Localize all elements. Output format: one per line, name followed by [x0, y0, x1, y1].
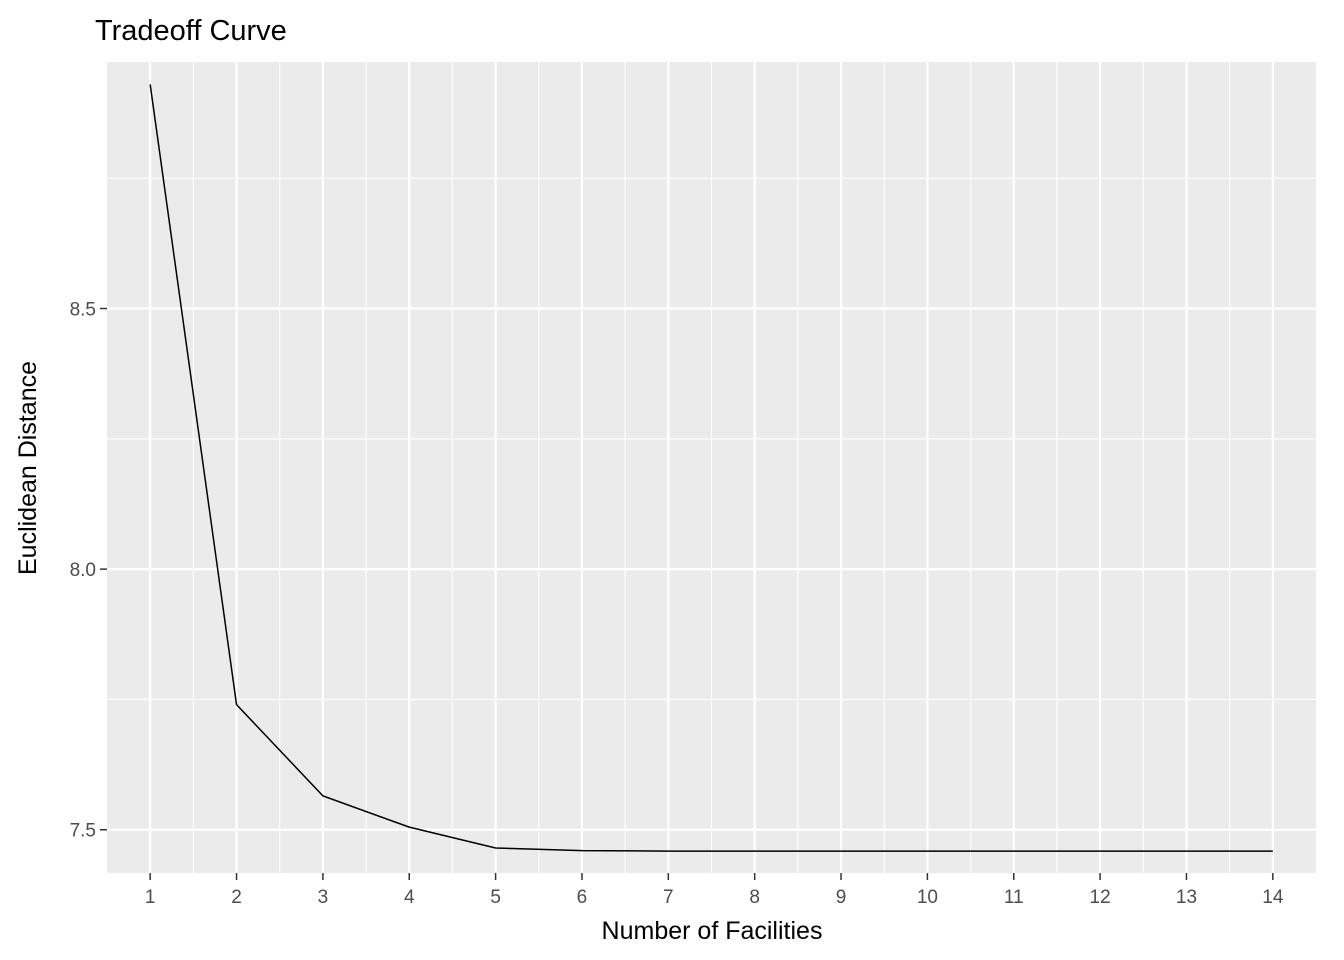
x-tick-label: 9 — [836, 887, 847, 908]
y-tick-label: 7.5 — [70, 821, 96, 842]
x-tick-label: 11 — [1004, 887, 1024, 908]
y-axis-title: Euclidean Distance — [14, 361, 42, 575]
x-tick-label: 6 — [577, 887, 588, 908]
x-tick-label: 5 — [490, 887, 501, 908]
x-tick-label: 1 — [145, 887, 156, 908]
x-tick-label: 12 — [1090, 887, 1111, 908]
x-tick-label: 13 — [1176, 887, 1197, 908]
major-gridlines — [107, 62, 1316, 873]
x-axis: 1 2 3 4 5 6 7 8 9 10 11 12 13 14 — [145, 873, 1284, 908]
minor-gridlines — [107, 62, 1316, 873]
x-tick-label: 10 — [917, 887, 938, 908]
y-axis: 7.5 8.0 8.5 — [70, 300, 107, 842]
x-tick-label: 2 — [231, 887, 242, 908]
series-layer — [149, 84, 1273, 852]
x-axis-title: Number of Facilities — [602, 917, 823, 945]
y-tick-label: 8.5 — [70, 300, 96, 321]
chart-title: Tradeoff Curve — [95, 15, 287, 47]
x-tick-label: 7 — [663, 887, 674, 908]
x-tick-label: 14 — [1262, 887, 1284, 908]
y-tick-label: 8.0 — [70, 560, 96, 581]
x-tick-label: 3 — [318, 887, 329, 908]
x-tick-label: 8 — [749, 887, 760, 908]
x-tick-label: 4 — [404, 887, 415, 908]
series-line-0 — [149, 84, 1273, 852]
